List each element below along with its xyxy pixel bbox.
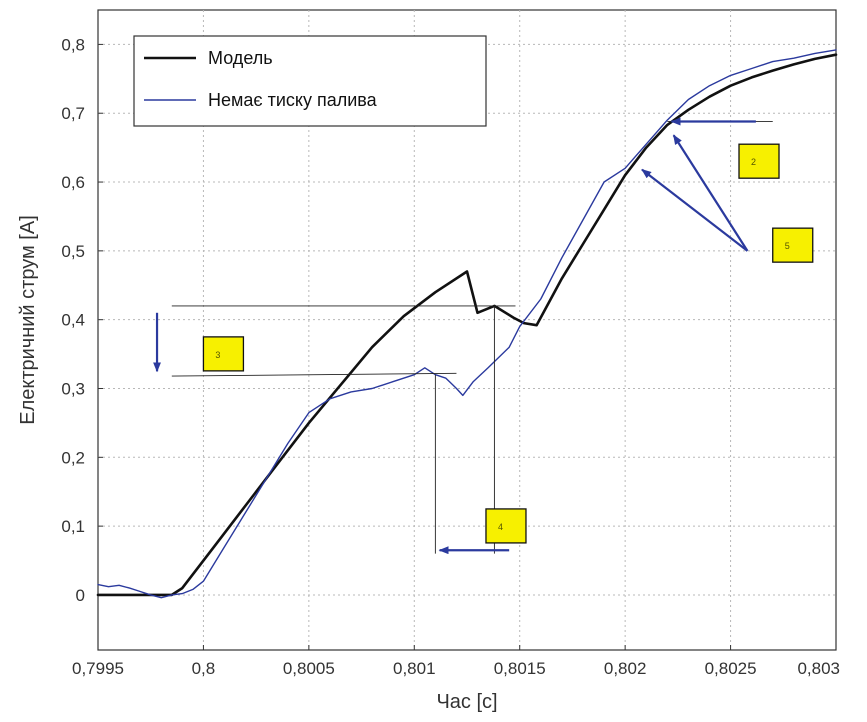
annotation-marker-4: [485, 508, 527, 544]
x-tick-label: 0,803: [797, 659, 840, 678]
series-line-no-fuel-pressure: [97, 49, 837, 599]
y-tick-label: 0,3: [61, 379, 85, 398]
annotation-label-3: 3: [215, 350, 220, 360]
guide-peak-no-pressure: [171, 372, 457, 377]
legend-box: [133, 35, 487, 127]
y-tick-label: 0,8: [61, 35, 85, 54]
annotation-label-2: 2: [751, 157, 756, 167]
legend-label: Модель: [208, 48, 273, 68]
x-tick-label: 0,8: [192, 659, 216, 678]
x-axis-title: Час [с]: [436, 691, 497, 713]
y-tick-label: 0,2: [61, 448, 85, 467]
arrow-5-upper: [672, 134, 749, 252]
y-tick-label: 0,6: [61, 173, 85, 192]
x-tick-label: 0,8015: [494, 659, 546, 678]
y-tick-label: 0: [76, 586, 85, 605]
y-tick-label: 0,1: [61, 517, 85, 536]
annotation-marker-2: [738, 143, 780, 179]
annotation-marker-3: [202, 336, 245, 372]
annotation-label-4: 4: [498, 522, 503, 532]
x-tick-label: 0,8005: [283, 659, 335, 678]
y-tick-label: 0,7: [61, 104, 85, 123]
x-tick-label: 0,802: [604, 659, 647, 678]
y-axis-title: Електричний струм [A]: [17, 215, 39, 425]
series-line-model: [96, 53, 838, 597]
annotation-label-5: 5: [785, 241, 790, 251]
x-tick-label: 0,801: [393, 659, 436, 678]
y-tick-label: 0,4: [61, 311, 85, 330]
annotation-marker-5: [772, 227, 814, 263]
legend-label: Немає тиску палива: [208, 90, 378, 110]
y-tick-label: 0,5: [61, 242, 85, 261]
x-tick-label: 0,7995: [72, 659, 124, 678]
arrow-5-lower: [641, 168, 749, 252]
x-tick-label: 0,8025: [705, 659, 757, 678]
